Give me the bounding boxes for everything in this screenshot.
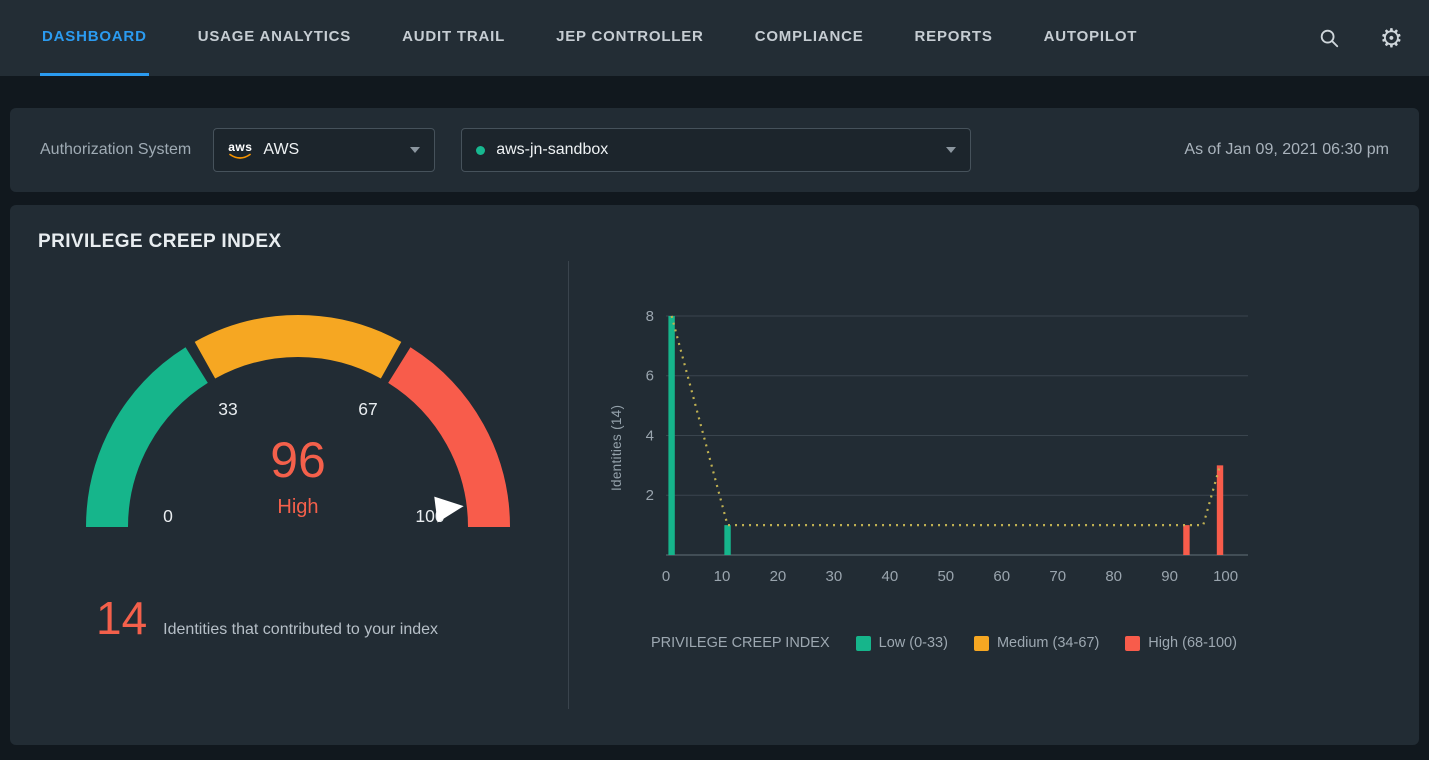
- svg-text:30: 30: [826, 568, 843, 585]
- legend-label: High (68-100): [1148, 635, 1237, 651]
- svg-text:90: 90: [1161, 568, 1178, 585]
- chart-bar: [724, 525, 731, 555]
- svg-text:8: 8: [646, 308, 654, 325]
- identity-count-label: Identities that contributed to your inde…: [163, 621, 439, 638]
- chart-legend: PRIVILEGE CREEP INDEX Low (0-33) Medium (3…: [651, 635, 1391, 651]
- legend-title: PRIVILEGE CREEP INDEX: [651, 635, 830, 651]
- gear-glyph: ⚙: [1379, 23, 1403, 53]
- gauge-column: 0 100 33 67 96 High 14 Identities that contri…: [38, 259, 568, 715]
- chevron-down-icon: [410, 147, 421, 153]
- svg-text:50: 50: [937, 568, 954, 585]
- identity-summary: 14 Identities that contributed to your i…: [38, 591, 568, 645]
- provider-select[interactable]: aws AWS: [213, 128, 436, 172]
- panel-divider: [568, 261, 569, 709]
- legend-item: Medium (34-67): [973, 635, 1100, 651]
- chart-column: Identities (14) 2 4 6 8 0 10 20 30 40 50 60 70 80 90 1…: [569, 259, 1391, 715]
- authorization-system-label: Authorization System: [40, 141, 192, 158]
- svg-text:0: 0: [662, 568, 670, 585]
- svg-text:10: 10: [714, 568, 731, 585]
- legend-item: Low (0-33): [855, 635, 948, 651]
- tab-dashboard[interactable]: DASHBOARD: [40, 0, 149, 76]
- legend-label: Medium (34-67): [996, 635, 1100, 651]
- privilege-creep-panel: PRIVILEGE CREEP INDEX 0 100 33 67 96 High 14 …: [10, 205, 1419, 745]
- chart-row: Identities (14) 2 4 6 8 0 10 20 30 40 50 60 70 80 90 1…: [609, 283, 1391, 613]
- legend-swatch: [973, 635, 989, 651]
- top-nav: DASHBOARD USAGE ANALYTICS AUDIT TRAIL JEP C…: [0, 0, 1429, 76]
- chart-bar: [668, 315, 675, 555]
- settings-gear-icon[interactable]: ⚙: [1380, 25, 1403, 51]
- nav-tabs: DASHBOARD USAGE ANALYTICS AUDIT TRAIL JEP C…: [40, 0, 1139, 76]
- svg-text:60: 60: [993, 568, 1010, 585]
- legend-label: Low (0-33): [878, 635, 948, 651]
- svg-text:80: 80: [1105, 568, 1122, 585]
- svg-text:96: 96: [270, 432, 326, 488]
- y-axis-label: Identities (14): [609, 404, 624, 492]
- svg-text:0: 0: [163, 506, 173, 526]
- svg-text:33: 33: [218, 399, 237, 419]
- identity-count: 14: [96, 592, 148, 644]
- chart-bar: [1216, 465, 1224, 555]
- panel-title: PRIVILEGE CREEP INDEX: [38, 231, 282, 252]
- account-value: aws-jn-sandbox: [496, 141, 609, 158]
- svg-text:4: 4: [646, 427, 654, 444]
- tab-autopilot[interactable]: AUTOPILOT: [1043, 28, 1138, 45]
- svg-text:2: 2: [646, 487, 654, 504]
- legend-item: High (68-100): [1125, 635, 1237, 651]
- panel-body: 0 100 33 67 96 High 14 Identities that contri…: [38, 259, 1391, 715]
- status-dot: [476, 145, 486, 155]
- tab-audit-trail[interactable]: AUDIT TRAIL: [402, 28, 506, 45]
- chart-bar: [1183, 525, 1190, 555]
- tab-compliance[interactable]: COMPLIANCE: [754, 28, 864, 45]
- svg-text:100: 100: [1213, 568, 1238, 585]
- as-of-timestamp: As of Jan 09, 2021 06:30 pm: [1184, 141, 1389, 158]
- svg-text:40: 40: [882, 568, 899, 585]
- gauge-pointer: [434, 496, 464, 523]
- svg-text:20: 20: [770, 568, 787, 585]
- tab-jep-controller[interactable]: JEP CONTROLLER: [556, 28, 704, 45]
- nav-icons: ⚙: [1318, 25, 1403, 51]
- svg-text:6: 6: [646, 368, 654, 385]
- aws-logo-icon: aws: [228, 141, 252, 160]
- chevron-down-icon: [946, 147, 957, 153]
- search-icon-glyph: [1320, 29, 1338, 48]
- tab-usage-analytics[interactable]: USAGE ANALYTICS: [197, 28, 352, 45]
- svg-text:High: High: [277, 496, 318, 518]
- filter-bar: Authorization System aws AWS aws-jn-sand…: [10, 108, 1419, 192]
- svg-text:70: 70: [1049, 568, 1066, 585]
- account-select[interactable]: aws-jn-sandbox: [461, 128, 972, 172]
- aws-smile: [229, 153, 252, 159]
- provider-value: AWS: [263, 141, 300, 158]
- legend-swatch: [1125, 635, 1141, 651]
- aws-logo-text: aws: [228, 139, 253, 154]
- legend-swatch: [855, 635, 871, 651]
- search-icon[interactable]: [1318, 27, 1340, 49]
- svg-text:67: 67: [358, 399, 377, 419]
- tab-reports[interactable]: REPORTS: [914, 28, 993, 45]
